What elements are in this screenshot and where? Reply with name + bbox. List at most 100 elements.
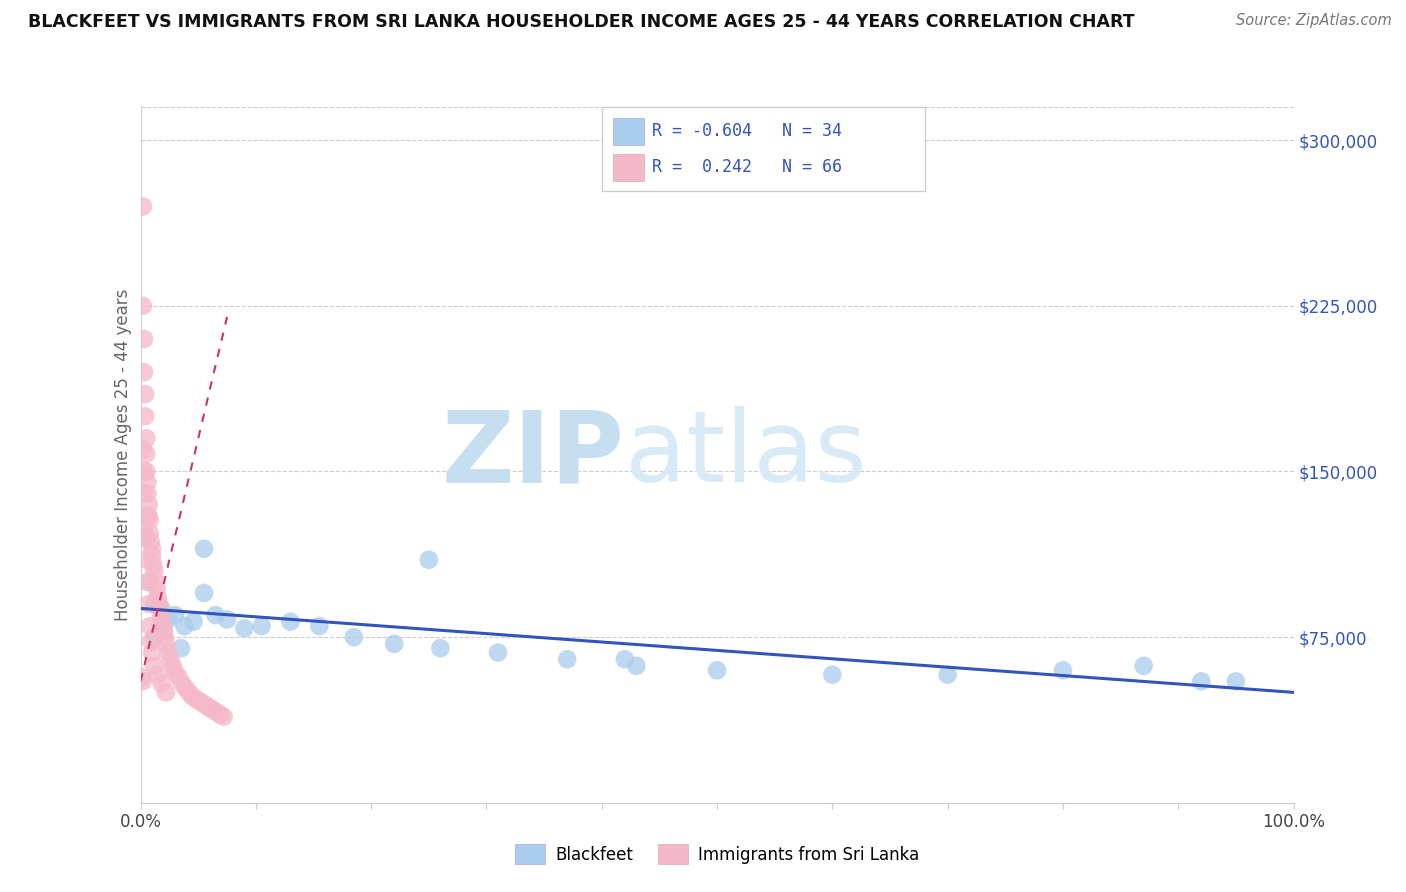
Point	[132, 442, 155, 457]
Point	[139, 513, 162, 527]
Text: Source: ZipAtlas.com: Source: ZipAtlas.com	[1236, 13, 1392, 29]
Point	[131, 670, 153, 684]
Point	[205, 705, 228, 719]
Point	[146, 667, 169, 681]
Point	[198, 701, 221, 715]
Point	[233, 621, 256, 635]
Point	[135, 447, 157, 461]
Point	[132, 674, 155, 689]
Point	[132, 486, 155, 500]
Point	[174, 681, 197, 695]
Point	[936, 667, 959, 681]
Point	[209, 707, 232, 722]
Point	[139, 634, 162, 648]
Point	[139, 535, 162, 549]
Point	[138, 597, 160, 611]
Point	[142, 558, 165, 572]
Point	[138, 574, 160, 589]
Point	[1189, 674, 1212, 689]
Point	[135, 465, 157, 479]
Point	[204, 608, 226, 623]
Point	[212, 709, 235, 723]
Point	[1225, 674, 1247, 689]
Point	[173, 619, 195, 633]
Point	[145, 574, 167, 589]
Point	[150, 601, 173, 615]
Point	[188, 694, 211, 708]
Point	[141, 549, 163, 563]
Point	[195, 698, 218, 713]
Point	[132, 465, 155, 479]
Text: BLACKFEET VS IMMIGRANTS FROM SRI LANKA HOUSEHOLDER INCOME AGES 25 - 44 YEARS COR: BLACKFEET VS IMMIGRANTS FROM SRI LANKA H…	[28, 13, 1135, 31]
Point	[308, 619, 330, 633]
Point	[429, 641, 451, 656]
Point	[132, 365, 155, 379]
Point	[134, 387, 156, 401]
Point	[157, 646, 180, 660]
Text: R = -0.604   N = 34: R = -0.604 N = 34	[652, 122, 842, 140]
Point	[152, 616, 174, 631]
Point	[141, 646, 163, 660]
Point	[134, 508, 156, 523]
Point	[152, 624, 174, 638]
Point	[135, 553, 157, 567]
Point	[202, 703, 225, 717]
Text: ZIP: ZIP	[441, 407, 624, 503]
Y-axis label: Householder Income Ages 25 - 44 years: Householder Income Ages 25 - 44 years	[114, 289, 132, 621]
Point	[181, 690, 204, 704]
Point	[153, 630, 176, 644]
Point	[143, 564, 166, 578]
Point	[165, 608, 187, 623]
Point	[184, 692, 207, 706]
Point	[150, 676, 173, 690]
Point	[159, 652, 181, 666]
Point	[193, 541, 215, 556]
Point	[145, 582, 167, 596]
Point	[155, 637, 177, 651]
Point	[418, 553, 440, 567]
Point	[706, 663, 728, 677]
Point	[193, 586, 215, 600]
Point	[343, 630, 366, 644]
Point	[148, 597, 170, 611]
Legend: Blackfeet, Immigrants from Sri Lanka: Blackfeet, Immigrants from Sri Lanka	[509, 838, 925, 871]
Point	[157, 612, 180, 626]
Point	[217, 612, 239, 626]
Point	[143, 630, 166, 644]
Point	[152, 624, 174, 638]
Point	[132, 519, 155, 533]
Point	[167, 670, 190, 684]
Point	[149, 604, 172, 618]
Point	[170, 641, 193, 656]
Point	[821, 667, 844, 681]
Point	[162, 658, 184, 673]
Point	[136, 475, 159, 490]
Point	[155, 685, 177, 699]
Point	[150, 610, 173, 624]
Point	[139, 526, 162, 541]
Point	[177, 685, 200, 699]
Point	[132, 199, 155, 213]
Text: R =  0.242   N = 66: R = 0.242 N = 66	[652, 158, 842, 176]
Point	[136, 486, 159, 500]
Point	[613, 652, 636, 666]
Point	[135, 531, 157, 545]
Point	[136, 574, 159, 589]
Point	[143, 597, 166, 611]
Point	[132, 332, 155, 346]
Point	[139, 619, 162, 633]
Point	[172, 676, 194, 690]
Point	[143, 658, 166, 673]
Point	[1132, 658, 1154, 673]
Point	[134, 409, 156, 424]
Point	[382, 637, 405, 651]
Point	[183, 615, 205, 629]
Point	[132, 299, 155, 313]
Point	[555, 652, 578, 666]
Point	[132, 531, 155, 545]
Point	[135, 431, 157, 445]
Point	[250, 619, 273, 633]
Point	[1052, 663, 1074, 677]
Point	[138, 498, 160, 512]
Point	[141, 541, 163, 556]
